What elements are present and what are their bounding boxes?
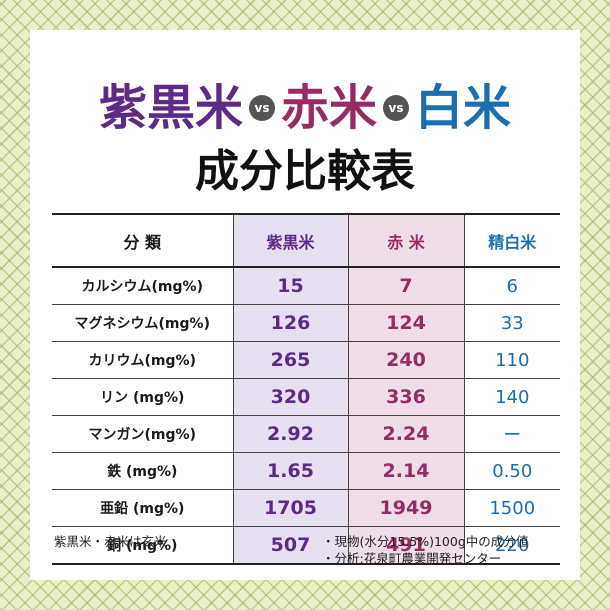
table-row: 鉄 (mg%) 1.65 2.14 0.50 xyxy=(52,452,560,490)
title-subtitle: 成分比較表 xyxy=(195,146,415,197)
table-row: カルシウム(mg%) 15 7 6 xyxy=(52,267,560,305)
value-white: 140 xyxy=(463,378,560,416)
value-white: 110 xyxy=(463,341,560,379)
vs-badge-2: vs xyxy=(383,95,409,121)
table-row: カリウム(mg%) 265 240 110 xyxy=(52,341,560,379)
value-purple: 15 xyxy=(232,267,348,305)
row-label: マグネシウム(mg%) xyxy=(52,304,233,342)
vs-badge-1: vs xyxy=(248,95,275,121)
nutrition-table: 分 類 紫黒米 赤 米 精白米 カルシウム(mg%) 15 7 6 マグネシウム… xyxy=(52,213,560,565)
value-purple: 265 xyxy=(232,341,348,379)
footer-note-left: 紫黒米・赤米は玄米 xyxy=(54,534,167,549)
value-purple: 126 xyxy=(232,304,348,342)
title-rice-purple: 紫黒米 xyxy=(98,80,243,136)
value-red: 240 xyxy=(347,341,464,379)
title-rice-white: 白米 xyxy=(415,80,512,136)
value-white: ー xyxy=(463,415,560,453)
info-card: 紫黒米 vs 赤米 vs 白米 成分比較表 分 類 紫黒米 赤 米 精白米 カル… xyxy=(30,30,580,580)
value-red: 1949 xyxy=(347,489,464,527)
value-purple: 1705 xyxy=(232,489,348,527)
row-label: 亜鉛 (mg%) xyxy=(52,489,233,527)
value-white: 33 xyxy=(463,304,560,342)
table-row: 銅 (mg%) 507 491 220 xyxy=(52,526,560,565)
value-white: 1500 xyxy=(463,489,560,527)
title-rice-red: 赤米 xyxy=(280,80,377,136)
table-row: マグネシウム(mg%) 126 124 33 xyxy=(52,304,560,342)
value-red: 491 xyxy=(347,526,464,565)
value-red: 7 xyxy=(347,267,464,305)
footer-note-source: ・分析:花泉町農業開発センター xyxy=(322,551,502,566)
header-white-rice: 精白米 xyxy=(463,213,560,268)
row-label: マンガン(mg%) xyxy=(52,415,233,453)
header-category: 分 類 xyxy=(52,213,233,268)
value-red: 2.14 xyxy=(347,452,464,490)
value-white: 0.50 xyxy=(463,452,560,490)
title-comparison: 紫黒米 vs 赤米 vs 白米 xyxy=(30,78,580,138)
header-red-rice: 赤 米 xyxy=(347,213,464,268)
value-white: 6 xyxy=(463,267,560,305)
value-white: 220 xyxy=(463,526,560,565)
value-purple: 1.65 xyxy=(232,452,348,490)
header-purple-rice: 紫黒米 xyxy=(232,213,348,268)
table-row: マンガン(mg%) 2.92 2.24 ー xyxy=(52,415,560,453)
row-label: カルシウム(mg%) xyxy=(52,267,233,305)
value-red: 336 xyxy=(347,378,464,416)
row-label: 鉄 (mg%) xyxy=(52,452,233,490)
table-row: 亜鉛 (mg%) 1705 1949 1500 xyxy=(52,489,560,527)
row-label: 銅 (mg%) xyxy=(52,526,233,565)
value-purple: 507 xyxy=(232,526,348,565)
value-red: 2.24 xyxy=(347,415,464,453)
table-header-row: 分 類 紫黒米 赤 米 精白米 xyxy=(52,213,560,268)
value-red: 124 xyxy=(347,304,464,342)
footer-note-right: ・現物(水分15.5%)100g中の成分値 ・分析:花泉町農業開発センター xyxy=(322,533,528,567)
row-label: リン (mg%) xyxy=(52,378,233,416)
value-purple: 320 xyxy=(232,378,348,416)
table-row: リン (mg%) 320 336 140 xyxy=(52,378,560,416)
value-purple: 2.92 xyxy=(232,415,348,453)
footer-note-moisture: ・現物(水分15.5%)100g中の成分値 xyxy=(322,534,529,549)
row-label: カリウム(mg%) xyxy=(52,341,233,379)
